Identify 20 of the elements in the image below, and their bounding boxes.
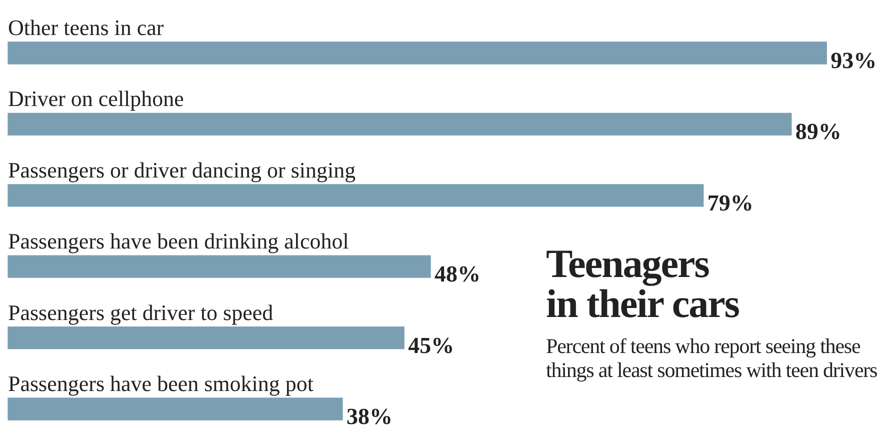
bar (8, 326, 404, 350)
y-tick-label: Other teens in car (8, 15, 164, 40)
data-label: 38% (346, 404, 392, 429)
bar (8, 398, 343, 420)
y-tick-label: Passengers have been drinking alcohol (8, 228, 349, 254)
data-label: 79% (707, 190, 754, 216)
y-tick-label: Passengers get driver to speed (8, 300, 274, 325)
data-label: 48% (434, 262, 481, 287)
data-label: 45% (408, 332, 454, 358)
y-tick-label: Driver on cellphone (8, 86, 184, 112)
y-tick-label: Passengers or driver dancing or singing (8, 157, 356, 182)
y-tick-label: Passengers have been smoking pot (8, 371, 314, 396)
data-label: 93% (830, 48, 877, 73)
bar (8, 255, 431, 278)
bar (8, 112, 792, 136)
text: Percent of teens who report seeing these things at least sometimes with teen drivers (546, 334, 878, 382)
bar (8, 42, 827, 64)
data-label: 89% (795, 119, 842, 144)
bar (8, 184, 704, 207)
text: Teenagers in their cars (546, 241, 740, 326)
